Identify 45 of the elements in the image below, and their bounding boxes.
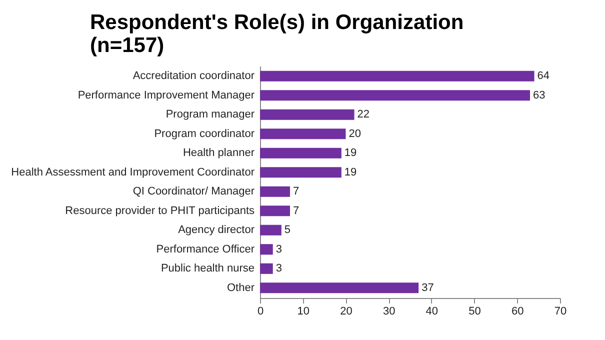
y-tick-label: Public health nurse	[160, 262, 254, 275]
chart-title: Respondent's Role(s) in Organization (n=157)	[90, 11, 464, 57]
data-label: 3	[276, 262, 282, 275]
data-label: 20	[348, 128, 361, 140]
bar	[260, 244, 273, 255]
bar	[260, 90, 530, 101]
bar	[260, 148, 342, 158]
bar	[260, 282, 419, 294]
bar	[260, 206, 290, 216]
y-tick-label: Accreditation coordinator	[132, 70, 255, 82]
data-label: 22	[357, 108, 370, 121]
bar	[260, 109, 354, 120]
x-tick-label: 0	[257, 306, 264, 318]
data-label: 37	[422, 282, 434, 294]
y-tick-label: Resource provider to PHIT participants	[65, 204, 255, 217]
data-label: 19	[344, 147, 357, 160]
x-tick-label: 60	[512, 306, 524, 318]
bar	[260, 167, 342, 178]
y-tick-label: Program manager	[166, 108, 255, 121]
y-tick-label: Health planner	[182, 147, 255, 160]
bar	[260, 70, 534, 82]
y-tick-label: Health Assessment and Improvement Coordinator	[11, 166, 255, 178]
y-tick-label: Performance Improvement Manager	[78, 89, 255, 102]
bar	[260, 224, 282, 236]
bar	[260, 263, 273, 274]
bar	[260, 128, 346, 140]
y-tick-label: Other	[226, 282, 255, 294]
y-tick-label: QI Coordinator/ Manager	[132, 186, 255, 198]
y-tick-label: Program coordinator	[154, 128, 255, 140]
data-label: 64	[537, 70, 550, 82]
data-label: 7	[293, 204, 300, 217]
x-tick-label: 10	[297, 306, 310, 318]
x-tick-label: 70	[554, 306, 567, 318]
bar	[260, 186, 290, 197]
data-label: 7	[293, 186, 300, 198]
x-tick-label: 50	[468, 306, 481, 318]
x-tick-label: 30	[382, 306, 396, 318]
y-tick-label: Performance Officer	[156, 243, 255, 256]
x-tick-label: 40	[426, 306, 438, 318]
x-tick-label: 20	[340, 306, 352, 318]
data-label: 63	[533, 89, 546, 102]
y-tick-label: Agency director	[178, 224, 255, 236]
data-label: 5	[284, 224, 291, 236]
data-label: 3	[276, 243, 282, 256]
data-label: 19	[344, 166, 357, 178]
